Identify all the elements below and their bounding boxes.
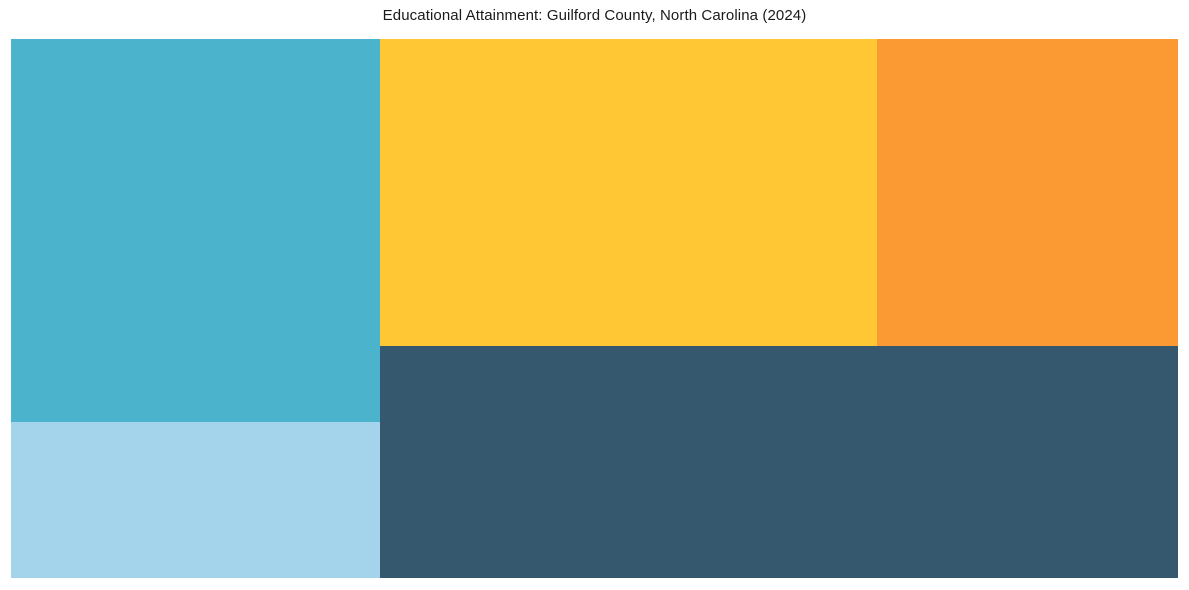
chart-title: Educational Attainment: Guilford County,… [382,7,807,24]
tile-orange[interactable]: Graduate or professional degree [877,39,1178,346]
treemap-plot-area: Some college or associate's degreeHigh s… [11,39,1178,578]
tile-light-blue[interactable]: High school graduate [11,422,380,578]
tile-navy[interactable]: Less than high school [380,346,1178,578]
tile-yellow[interactable]: Bachelor's degree [380,39,877,346]
tile-teal[interactable]: Some college or associate's degree [11,39,380,422]
